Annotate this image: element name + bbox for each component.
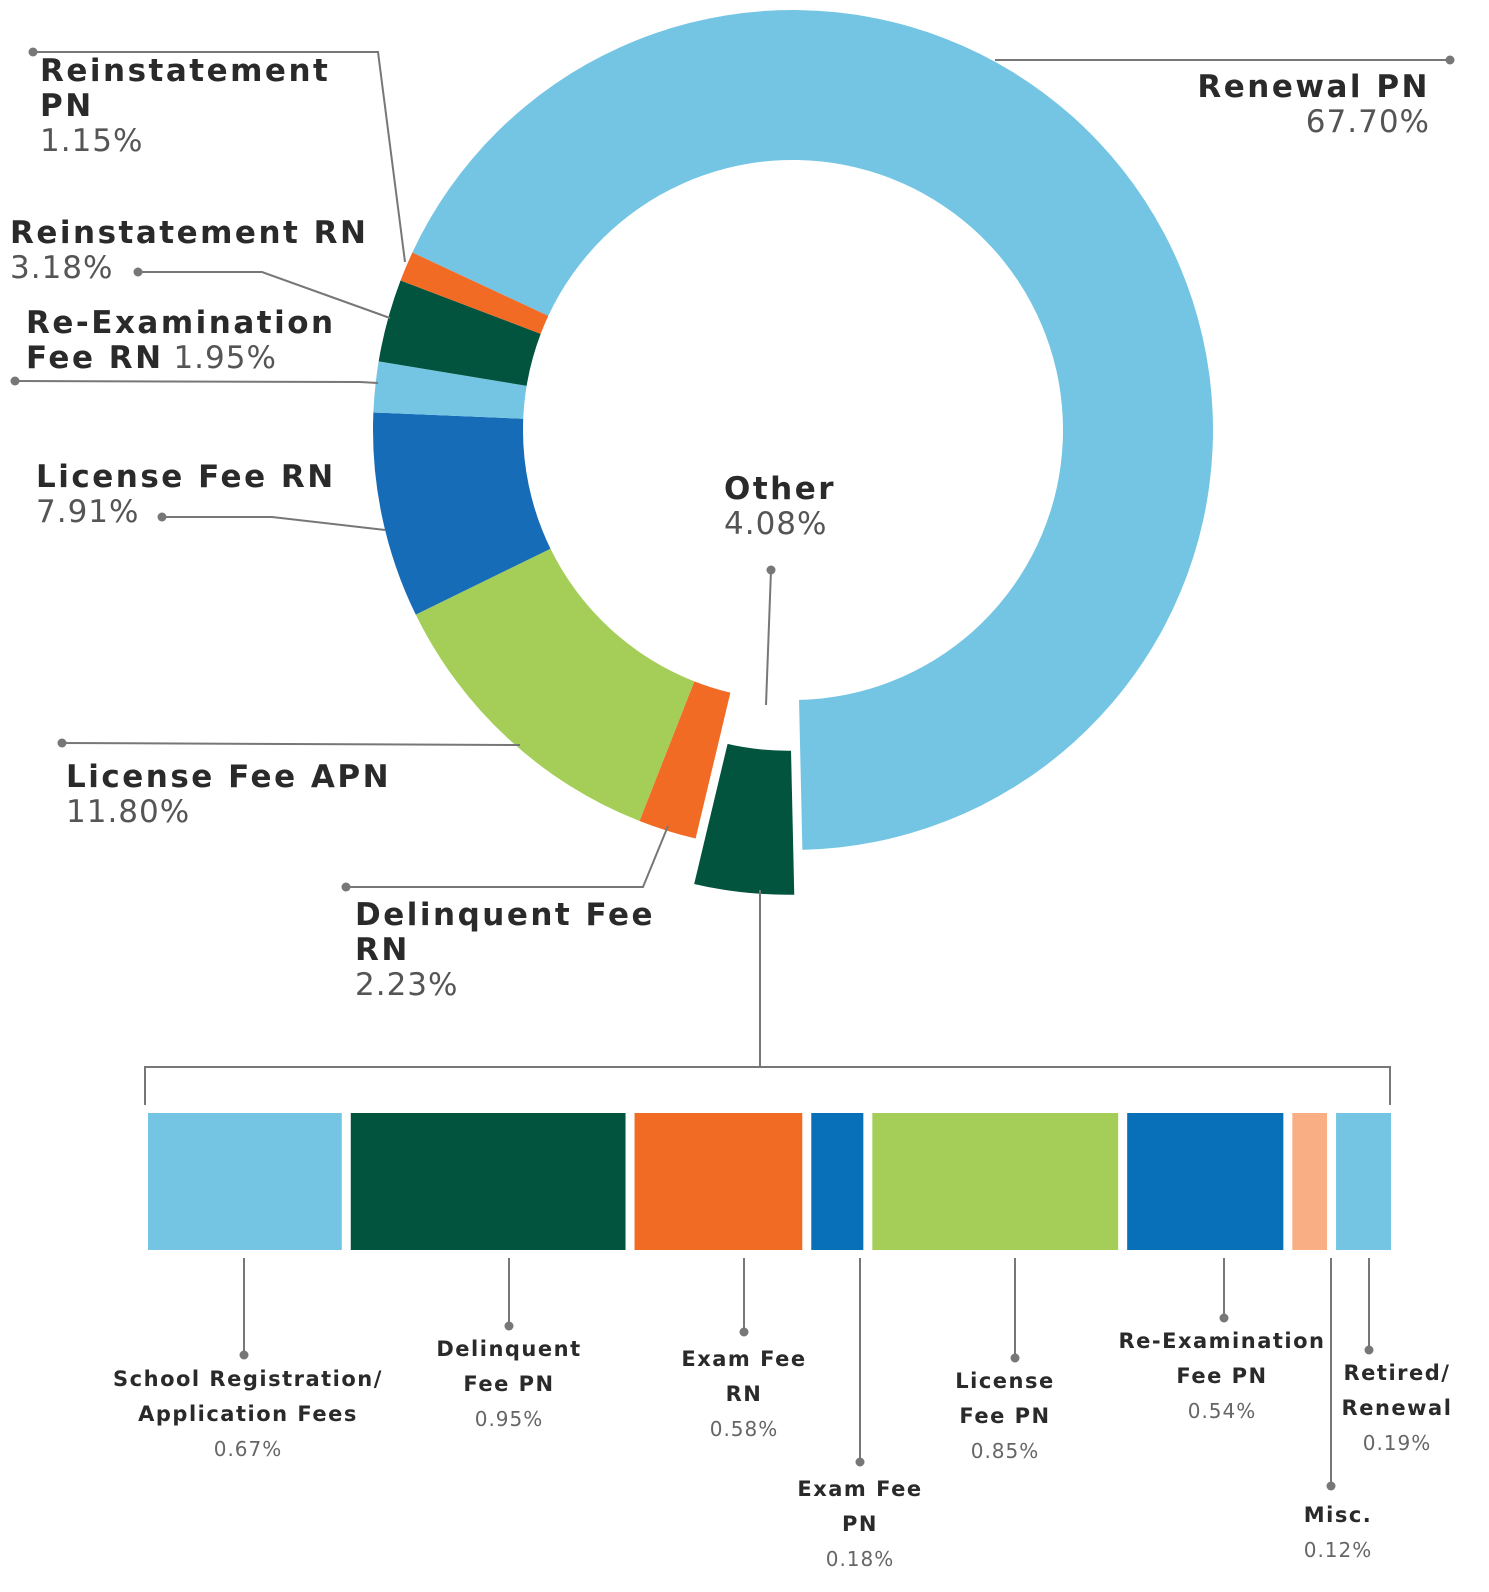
donut-label: Reinstatement RN 3.18% [10, 216, 410, 286]
leader-dot [504, 1321, 514, 1331]
bar-segment [350, 1113, 626, 1250]
donut-label: License Fee RN 7.91% [36, 460, 376, 530]
value-label: 0.19% [1362, 1431, 1432, 1455]
donut-slice [686, 736, 801, 901]
donut-slice [400, 252, 549, 334]
bar-label: School Registration/ Application Fees 0.6… [98, 1362, 398, 1467]
value-label: 0.95% [474, 1407, 544, 1431]
bar-segment [634, 1113, 803, 1250]
bar-segment [1292, 1113, 1328, 1250]
value-label: 3.18% [10, 250, 114, 286]
leader-dot [1364, 1345, 1374, 1355]
category-name: Misc. [1303, 1503, 1373, 1527]
value-label: 0.67% [213, 1437, 283, 1461]
bar-label: Retired/ Renewal 0.19% [1332, 1356, 1462, 1461]
category-name: Delinquent Fee RN [355, 897, 656, 968]
bar-segment [872, 1113, 1119, 1250]
leader-dot [10, 376, 20, 386]
value-label: 1.15% [40, 123, 144, 159]
value-label: 1.95% [173, 340, 277, 376]
value-label: 2.23% [355, 967, 459, 1003]
donut-slice [373, 412, 551, 615]
bar-segment [1127, 1113, 1284, 1250]
value-label: 7.91% [36, 494, 140, 530]
leader-dot [1219, 1313, 1229, 1323]
leader-line [61, 742, 521, 746]
leader-line [162, 516, 386, 531]
value-label: 11.80% [66, 794, 191, 830]
leader-dot [1326, 1481, 1336, 1491]
bar-segment [1336, 1113, 1391, 1250]
bar-label: License Fee PN 0.85% [940, 1364, 1070, 1469]
leader-line [138, 271, 391, 319]
bar-label: Delinquent Fee PN 0.95% [424, 1332, 594, 1437]
bracket [144, 1066, 1391, 1105]
category-name: Reinstatement PN [40, 53, 331, 124]
donut-slice [378, 280, 541, 386]
value-label: 4.08% [724, 506, 828, 542]
leader-dot [133, 267, 143, 277]
category-name: License Fee RN [36, 459, 336, 495]
value-label: 0.12% [1303, 1538, 1373, 1562]
donut-label: License Fee APN 11.80% [66, 760, 486, 830]
bar-segment [148, 1113, 342, 1250]
category-name: Other [724, 471, 837, 507]
bar-label: Misc. 0.12% [1283, 1498, 1393, 1568]
leader-dot [239, 1350, 249, 1360]
value-label: 67.70% [1305, 104, 1430, 140]
donut-slice [639, 681, 731, 839]
category-name: Exam Fee RN [681, 1347, 807, 1406]
value-label: 0.85% [970, 1439, 1040, 1463]
leader-dot [1010, 1353, 1020, 1363]
donut-label: Renewal PN 67.70% [1197, 70, 1430, 140]
donut-slice [412, 9, 1214, 850]
category-name: License Fee PN [955, 1369, 1055, 1428]
donut-label: Re-Examination Fee RN 1.95% [26, 306, 366, 376]
leader-dot [855, 1457, 865, 1467]
bar-segment [811, 1113, 864, 1250]
bar-label: Exam Fee RN 0.58% [669, 1342, 819, 1447]
leader-dot [1445, 55, 1455, 65]
donut-slice [373, 361, 527, 419]
category-name: Renewal PN [1197, 69, 1430, 105]
category-name: School Registration/ Application Fees [113, 1367, 383, 1426]
category-name: Exam Fee PN [797, 1477, 923, 1536]
value-label: 0.54% [1187, 1399, 1257, 1423]
leader-dot [28, 47, 38, 57]
value-label: 0.58% [709, 1417, 779, 1441]
bar-label: Re-Examination Fee PN 0.54% [1107, 1324, 1337, 1429]
category-name: Re-Examination Fee RN [26, 305, 336, 376]
category-name: Re-Examination Fee PN [1118, 1329, 1326, 1388]
donut-slice [415, 548, 695, 821]
leader-dot [57, 738, 67, 748]
leader-line [33, 51, 406, 263]
leader-line [14, 380, 379, 384]
donut-label: Other 4.08% [724, 472, 836, 542]
category-name: License Fee APN [66, 759, 392, 795]
leader-dot [341, 882, 351, 892]
leader-dot [157, 512, 167, 522]
value-label: 0.18% [825, 1547, 895, 1571]
leader-line [346, 825, 669, 888]
donut-label: Delinquent Fee RN 2.23% [355, 898, 685, 1003]
category-name: Retired/ Renewal [1341, 1361, 1453, 1420]
bar-label: Exam Fee PN 0.18% [785, 1472, 935, 1577]
donut-label: Reinstatement PN 1.15% [40, 54, 340, 159]
category-name: Delinquent Fee PN [436, 1337, 582, 1396]
leader-dot [739, 1327, 749, 1337]
category-name: Reinstatement RN [10, 215, 369, 251]
leader-dot [766, 565, 776, 575]
leader-line [765, 569, 772, 706]
